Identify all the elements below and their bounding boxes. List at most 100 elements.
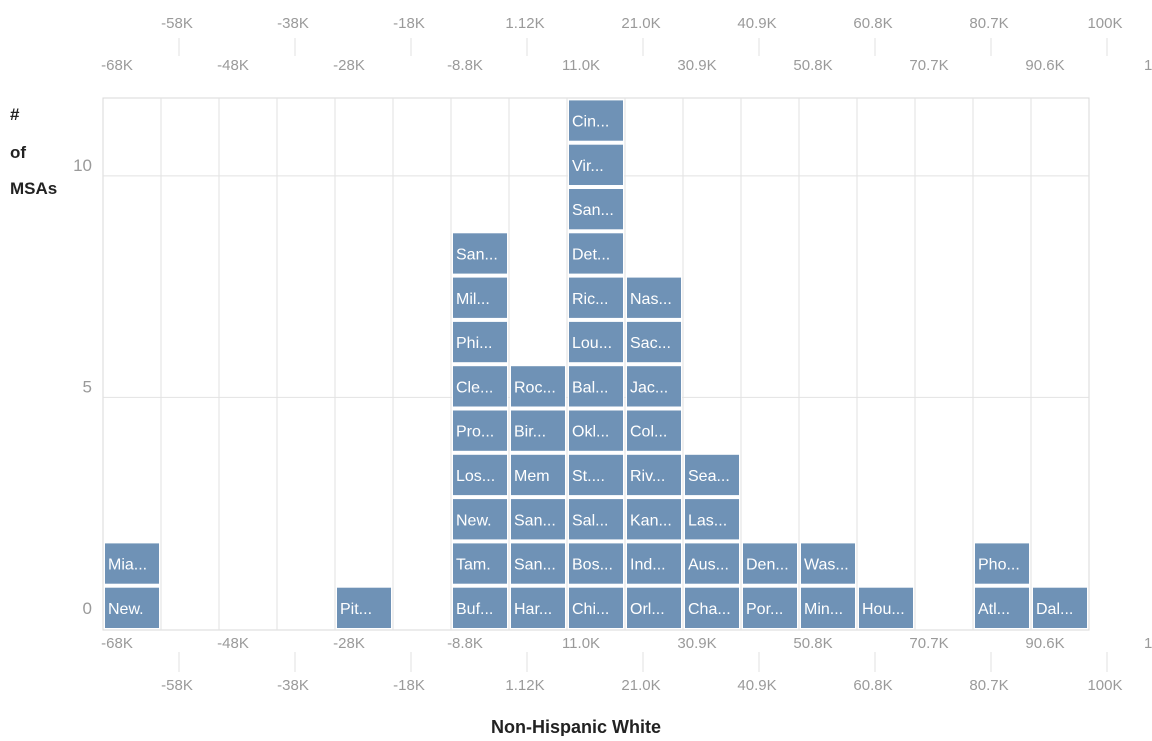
bar-cell-label: Cha... (688, 601, 731, 618)
bar-cell (568, 453, 624, 497)
bar-cell (510, 586, 566, 630)
bar-cell-label: Lou... (572, 335, 612, 352)
bar-cell-label: Was... (804, 557, 849, 574)
x-tick-label: 40.9K (737, 15, 776, 32)
bar-cell-label: Cin... (572, 114, 609, 131)
bar-cell (974, 542, 1030, 585)
bar-cell-label: Jac... (630, 379, 668, 396)
bar-cell (568, 365, 624, 408)
bar-cell (510, 542, 566, 585)
bar-cell (510, 498, 566, 541)
x-tick-label: 90.6K (1025, 635, 1064, 652)
bar-cell (452, 586, 508, 630)
bar-cell-label: Sac... (630, 335, 671, 352)
bar-cell (568, 586, 624, 630)
x-tick-label: 70.7K (909, 635, 948, 652)
bar-cell (510, 365, 566, 408)
bar-cell-label: New. (108, 601, 144, 618)
bar-cell (452, 276, 508, 319)
bar-cell-label: Phi... (456, 335, 492, 352)
bar-cell-label: San... (572, 202, 614, 219)
bar-cell (684, 586, 740, 630)
bar-cell-label: Riv... (630, 468, 665, 485)
x-tick-label: -8.8K (447, 635, 483, 652)
x-tick-label: 80.7K (969, 677, 1008, 694)
x-tick-label: 70.7K (909, 57, 948, 74)
bar-cell-label: Okl... (572, 424, 609, 441)
bar-cell (800, 586, 856, 630)
x-tick-label: -68K (101, 635, 133, 652)
bar-cell (626, 453, 682, 497)
bar-cell (452, 542, 508, 585)
bar-cell-label: St.... (572, 468, 605, 485)
y-axis-label-line: MSAs (10, 179, 57, 198)
x-ticks-top-mid: -58K -38K -18K 1.12K 21.0K 40.9K 60.8K 80.7K 100… (161, 15, 1123, 56)
bar-cell-label: Roc... (514, 379, 556, 396)
x-tick-label: 11.0K (562, 635, 600, 652)
bar-cell-label: Las... (688, 512, 727, 529)
y-axis-label-line: # (10, 105, 20, 124)
bar-cell (452, 232, 508, 275)
x-tick-label: -8.8K (447, 57, 483, 74)
bar-cell (626, 409, 682, 452)
x-tick-label: 40.9K (737, 677, 776, 694)
bar-cell-label: New. (456, 512, 492, 529)
bar-cell-label: Mia... (108, 557, 147, 574)
x-tick-label: -58K (161, 15, 193, 32)
bar-cell-label: Det... (572, 246, 610, 263)
bar-cell (452, 365, 508, 408)
x-ticks-bottom-edge: -68K -48K -28K -8.8K 11.0K 30.9K 50.8K 70.7K 90.… (101, 635, 1152, 652)
x-tick-label: 100K (1087, 15, 1122, 32)
bar-cell (452, 320, 508, 364)
bar-cell (858, 586, 914, 630)
bar-cell (452, 498, 508, 541)
y-ticks: 0 5 10 (73, 156, 92, 618)
bar-cell-label: Pho... (978, 557, 1020, 574)
bar-cell-label: Den... (746, 557, 789, 574)
bar-cell (568, 143, 624, 186)
bar-cell-label: Bos... (572, 557, 613, 574)
bar-cell-label: Tam. (456, 557, 491, 574)
bar-cell (568, 542, 624, 585)
x-tick-label: 100K (1087, 677, 1122, 694)
x-tick-label: -18K (393, 677, 425, 694)
bar-cell (568, 232, 624, 275)
bar-cell (336, 586, 392, 630)
bar-cell-label: Cle... (456, 379, 493, 396)
x-tick-label: 50.8K (793, 635, 832, 652)
bar-cell (568, 99, 624, 142)
bar-cell-label: San... (456, 246, 498, 263)
y-tick-label: 5 (83, 377, 92, 396)
bar-cell (568, 320, 624, 364)
bar-cell-label: Chi... (572, 601, 609, 618)
bar-cell (626, 276, 682, 319)
y-tick-label: 10 (73, 156, 92, 175)
bar-cell-label: Dal... (1036, 601, 1073, 618)
plot-border (102, 97, 1090, 631)
bar-cell (568, 498, 624, 541)
x-tick-label: 50.8K (793, 57, 832, 74)
bar-cell (626, 586, 682, 630)
bar-cell (568, 276, 624, 319)
bar-cell-label: Min... (804, 601, 843, 618)
x-tick-label: 60.8K (853, 15, 892, 32)
y-tick-label: 0 (83, 599, 92, 618)
bar-cell-label: Kan... (630, 512, 672, 529)
x-ticks-top-edge: -68K -48K -28K -8.8K 11.0K 30.9K 50.8K 70.7K 90.… (101, 57, 1152, 74)
bar-cell (742, 586, 798, 630)
bar-cell-label: Col... (630, 424, 667, 441)
x-tick-label: 30.9K (677, 635, 716, 652)
bar-cell (974, 586, 1030, 630)
bar-cell-label: Pro... (456, 424, 494, 441)
bar-cell (568, 188, 624, 231)
bar-cell (452, 453, 508, 497)
x-tick-label: -28K (333, 57, 365, 74)
bar-cell-label: Har... (514, 601, 552, 618)
bar-cell (684, 498, 740, 541)
bar-cell-label: Atl... (978, 601, 1010, 618)
bar-cell (452, 409, 508, 452)
bar-cell (684, 542, 740, 585)
x-tick-label: -48K (217, 635, 249, 652)
bar-cell-label: Vir... (572, 158, 604, 175)
bar-cell-label: Sal... (572, 512, 608, 529)
